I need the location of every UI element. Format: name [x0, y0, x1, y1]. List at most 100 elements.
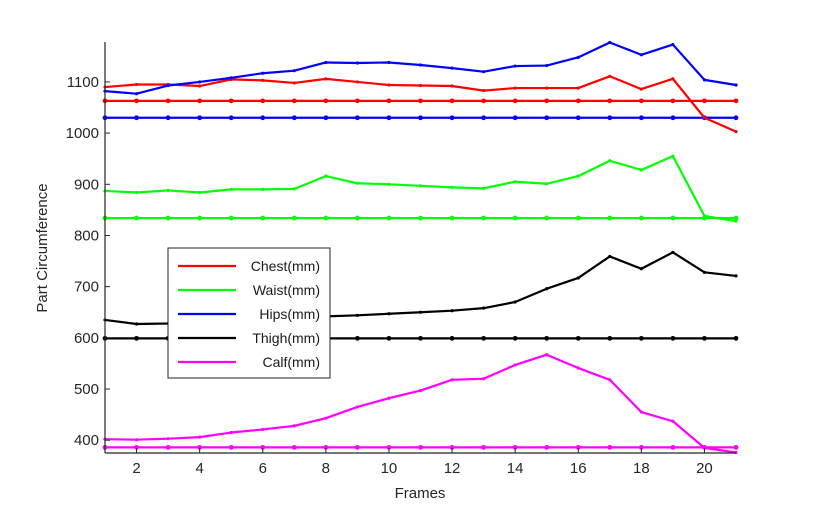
- reference-marker: [197, 98, 203, 104]
- reference-marker: [607, 444, 613, 450]
- reference-marker: [512, 98, 518, 104]
- data-point: [482, 377, 486, 381]
- data-point: [513, 64, 517, 68]
- data-point: [261, 71, 265, 75]
- legend-label: Chest(mm): [251, 258, 320, 274]
- reference-marker: [607, 98, 613, 104]
- reference-marker: [260, 215, 266, 221]
- data-point: [134, 92, 139, 96]
- reference-marker: [670, 98, 676, 104]
- data-point: [482, 70, 486, 74]
- reference-marker: [638, 444, 644, 450]
- reference-marker: [544, 444, 550, 450]
- data-point: [229, 187, 233, 192]
- x-tick-label: 20: [696, 460, 713, 477]
- reference-marker: [355, 215, 360, 221]
- reference-marker: [291, 215, 297, 221]
- reference-marker: [134, 215, 139, 221]
- data-point: [418, 310, 423, 314]
- data-point: [198, 84, 202, 88]
- reference-marker: [418, 444, 423, 450]
- data-point: [166, 188, 170, 193]
- legend: Chest(mm) Waist(mm) Hips(mm) Thigh(mm) Calf(…: [167, 247, 331, 379]
- data-point: [702, 270, 707, 274]
- reference-marker: [134, 444, 139, 450]
- y-tick-label: 700: [74, 279, 99, 296]
- reference-marker: [291, 98, 297, 104]
- data-point: [261, 78, 265, 82]
- reference-marker: [165, 215, 171, 221]
- reference-marker: [575, 444, 581, 450]
- reference-marker: [607, 115, 613, 121]
- data-point: [513, 86, 517, 90]
- data-point: [387, 396, 391, 400]
- x-tick-label: 16: [570, 460, 587, 477]
- reference-marker: [481, 215, 486, 221]
- reference-marker: [544, 115, 550, 121]
- series-line-Waist(mm): [104, 155, 737, 223]
- data-point: [261, 427, 265, 432]
- reference-marker: [512, 444, 518, 450]
- data-point: [671, 419, 675, 423]
- data-point: [418, 388, 423, 393]
- reference-marker: [355, 115, 360, 121]
- axes: [104, 42, 736, 454]
- data-point: [355, 80, 359, 84]
- data-point: [198, 80, 202, 84]
- data-point: [639, 53, 643, 57]
- reference-marker: [228, 98, 234, 104]
- data-point: [608, 254, 612, 259]
- data-point: [450, 378, 454, 382]
- data-point: [702, 116, 707, 120]
- data-point: [418, 63, 423, 67]
- reference-marker: [323, 215, 329, 221]
- x-tick-label: 6: [259, 460, 267, 477]
- reference-marker: [134, 98, 139, 104]
- reference-marker: [355, 444, 360, 450]
- reference-marker: [733, 335, 739, 341]
- reference-marker: [260, 98, 266, 104]
- x-tick-label: 2: [132, 460, 140, 477]
- reference-marker: [607, 215, 613, 221]
- data-point: [355, 61, 359, 65]
- reference-marker: [449, 215, 455, 221]
- reference-marker: [512, 215, 518, 221]
- reference-marker: [165, 444, 171, 450]
- x-tick-label: 18: [633, 460, 650, 477]
- data-point: [639, 410, 643, 414]
- reference-marker: [355, 335, 360, 341]
- reference-marker: [386, 215, 392, 221]
- reference-marker: [165, 98, 171, 104]
- reference-marker: [733, 115, 739, 121]
- reference-marker: [197, 115, 203, 121]
- legend-item-Thigh(mm): Thigh(mm): [178, 330, 320, 346]
- data-point: [292, 81, 296, 85]
- data-point: [229, 430, 233, 435]
- reference-marker: [228, 115, 234, 121]
- y-tick-label: 800: [74, 227, 99, 244]
- x-tick-label: 14: [507, 460, 524, 477]
- data-point: [608, 378, 612, 382]
- reference-marker: [670, 444, 676, 450]
- reference-marker: [134, 335, 139, 341]
- reference-marker: [512, 115, 518, 121]
- data-point: [482, 306, 486, 310]
- reference-marker: [512, 335, 518, 341]
- reference-marker: [134, 115, 139, 121]
- reference-marker: [228, 215, 234, 221]
- data-point: [324, 416, 328, 420]
- reference-line-1: [102, 115, 739, 121]
- reference-marker: [260, 444, 266, 450]
- data-point: [545, 287, 549, 291]
- reference-marker: [386, 444, 392, 450]
- reference-marker: [197, 444, 203, 450]
- reference-marker: [544, 98, 550, 104]
- data-point: [576, 55, 580, 59]
- data-point: [387, 83, 391, 87]
- reference-marker: [733, 444, 739, 450]
- data-point: [545, 353, 549, 357]
- legend-label: Waist(mm): [253, 282, 320, 298]
- data-point: [671, 42, 675, 47]
- reference-marker: [449, 444, 455, 450]
